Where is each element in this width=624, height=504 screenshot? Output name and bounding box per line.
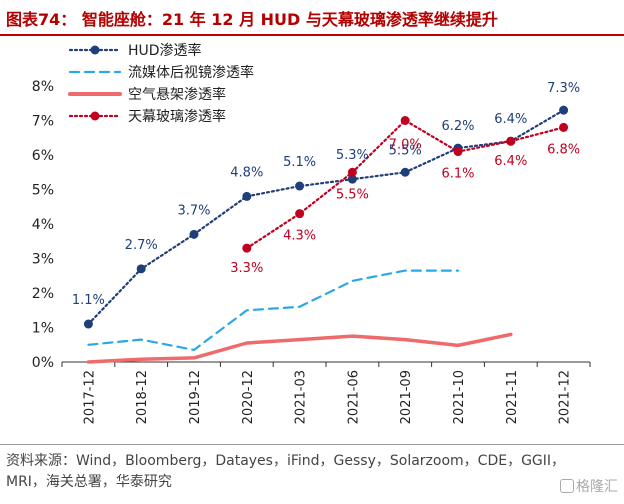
hud-data-label: 6.4% xyxy=(494,112,527,127)
x-tick-label: 2018-12 xyxy=(135,370,150,424)
footer-divider xyxy=(0,444,624,445)
y-tick-label: 5% xyxy=(32,183,54,199)
y-tick-label: 4% xyxy=(32,217,54,233)
glass-data-label: 4.3% xyxy=(283,229,316,244)
series-marker xyxy=(453,147,463,157)
series-marker xyxy=(559,122,569,132)
legend-label: 流媒体后视镜渗透率 xyxy=(128,64,254,81)
legend-label: 空气悬架渗透率 xyxy=(128,86,226,103)
series-marker xyxy=(559,105,569,115)
glass-data-label: 5.5% xyxy=(336,187,369,202)
x-tick-label: 2021-09 xyxy=(399,370,414,424)
y-tick-label: 3% xyxy=(32,252,54,268)
series-marker xyxy=(242,191,252,201)
y-tick-label: 0% xyxy=(32,355,54,371)
watermark-text: 格隆汇 xyxy=(576,479,618,495)
series-marker xyxy=(295,209,305,219)
y-tick-label: 8% xyxy=(32,79,54,95)
watermark: 格隆汇 xyxy=(560,476,618,496)
series-marker xyxy=(347,174,357,184)
glass-data-label: 3.3% xyxy=(230,261,263,276)
hud-data-label: 6.2% xyxy=(441,119,474,134)
x-tick-label: 2021-12 xyxy=(558,370,573,424)
x-tick-label: 2021-11 xyxy=(505,370,520,424)
hud-data-label: 5.5% xyxy=(389,143,422,158)
series-marker xyxy=(506,136,516,146)
series-marker xyxy=(295,181,305,191)
glass-data-label: 6.4% xyxy=(494,154,527,169)
series-line xyxy=(87,269,460,351)
series-line xyxy=(87,109,565,326)
x-tick-label: 2021-10 xyxy=(452,370,467,424)
series-marker xyxy=(400,167,410,177)
y-tick-label: 1% xyxy=(32,321,54,337)
y-tick-label: 2% xyxy=(32,286,54,302)
series-line xyxy=(86,332,513,364)
source-note: 资料来源：Wind，Bloomberg，Datayes，iFind，Gessy，… xyxy=(6,453,566,490)
series-marker xyxy=(242,243,252,253)
legend-marker xyxy=(90,111,100,121)
hud-data-label: 7.3% xyxy=(547,81,580,96)
glass-data-label: 7.0% xyxy=(389,138,422,153)
series-marker xyxy=(400,116,410,125)
x-tick-label: 2017-12 xyxy=(82,370,97,424)
x-tick-label: 2021-03 xyxy=(294,370,309,424)
title-bar: 图表74： 智能座舱：21 年 12 月 HUD 与天幕玻璃渗透率继续提升 xyxy=(0,0,624,36)
hud-data-label: 3.7% xyxy=(177,203,210,218)
x-tick-label: 2019-12 xyxy=(188,370,203,424)
glass-data-label: 6.1% xyxy=(441,167,474,182)
x-tick-label: 2020-12 xyxy=(241,370,256,424)
series-marker xyxy=(189,229,199,239)
hud-data-label: 4.8% xyxy=(230,165,263,180)
legend-label: HUD渗透率 xyxy=(128,42,202,59)
series-marker xyxy=(83,319,93,329)
hud-data-label: 5.3% xyxy=(336,148,369,163)
x-tick-label: 2021-06 xyxy=(346,370,361,424)
legend-label: 天幕玻璃渗透率 xyxy=(128,108,226,125)
watermark-logo-icon xyxy=(560,479,574,493)
y-tick-label: 7% xyxy=(32,114,54,130)
chart: 0% 1% 2% 3% 4% 5% 6% 7% 8% 2017-12 2018-12 2019-12 2… xyxy=(32,42,591,424)
hud-data-label: 2.7% xyxy=(125,238,158,253)
series-marker xyxy=(136,264,146,274)
series-marker xyxy=(347,167,357,177)
glass-data-label: 6.8% xyxy=(547,142,580,157)
hud-data-label: 5.1% xyxy=(283,155,316,170)
hud-data-label: 1.1% xyxy=(72,293,105,308)
y-tick-label: 6% xyxy=(32,148,54,164)
chart-title: 图表74： 智能座舱：21 年 12 月 HUD 与天幕玻璃渗透率继续提升 xyxy=(6,10,498,29)
legend-marker xyxy=(90,45,100,55)
